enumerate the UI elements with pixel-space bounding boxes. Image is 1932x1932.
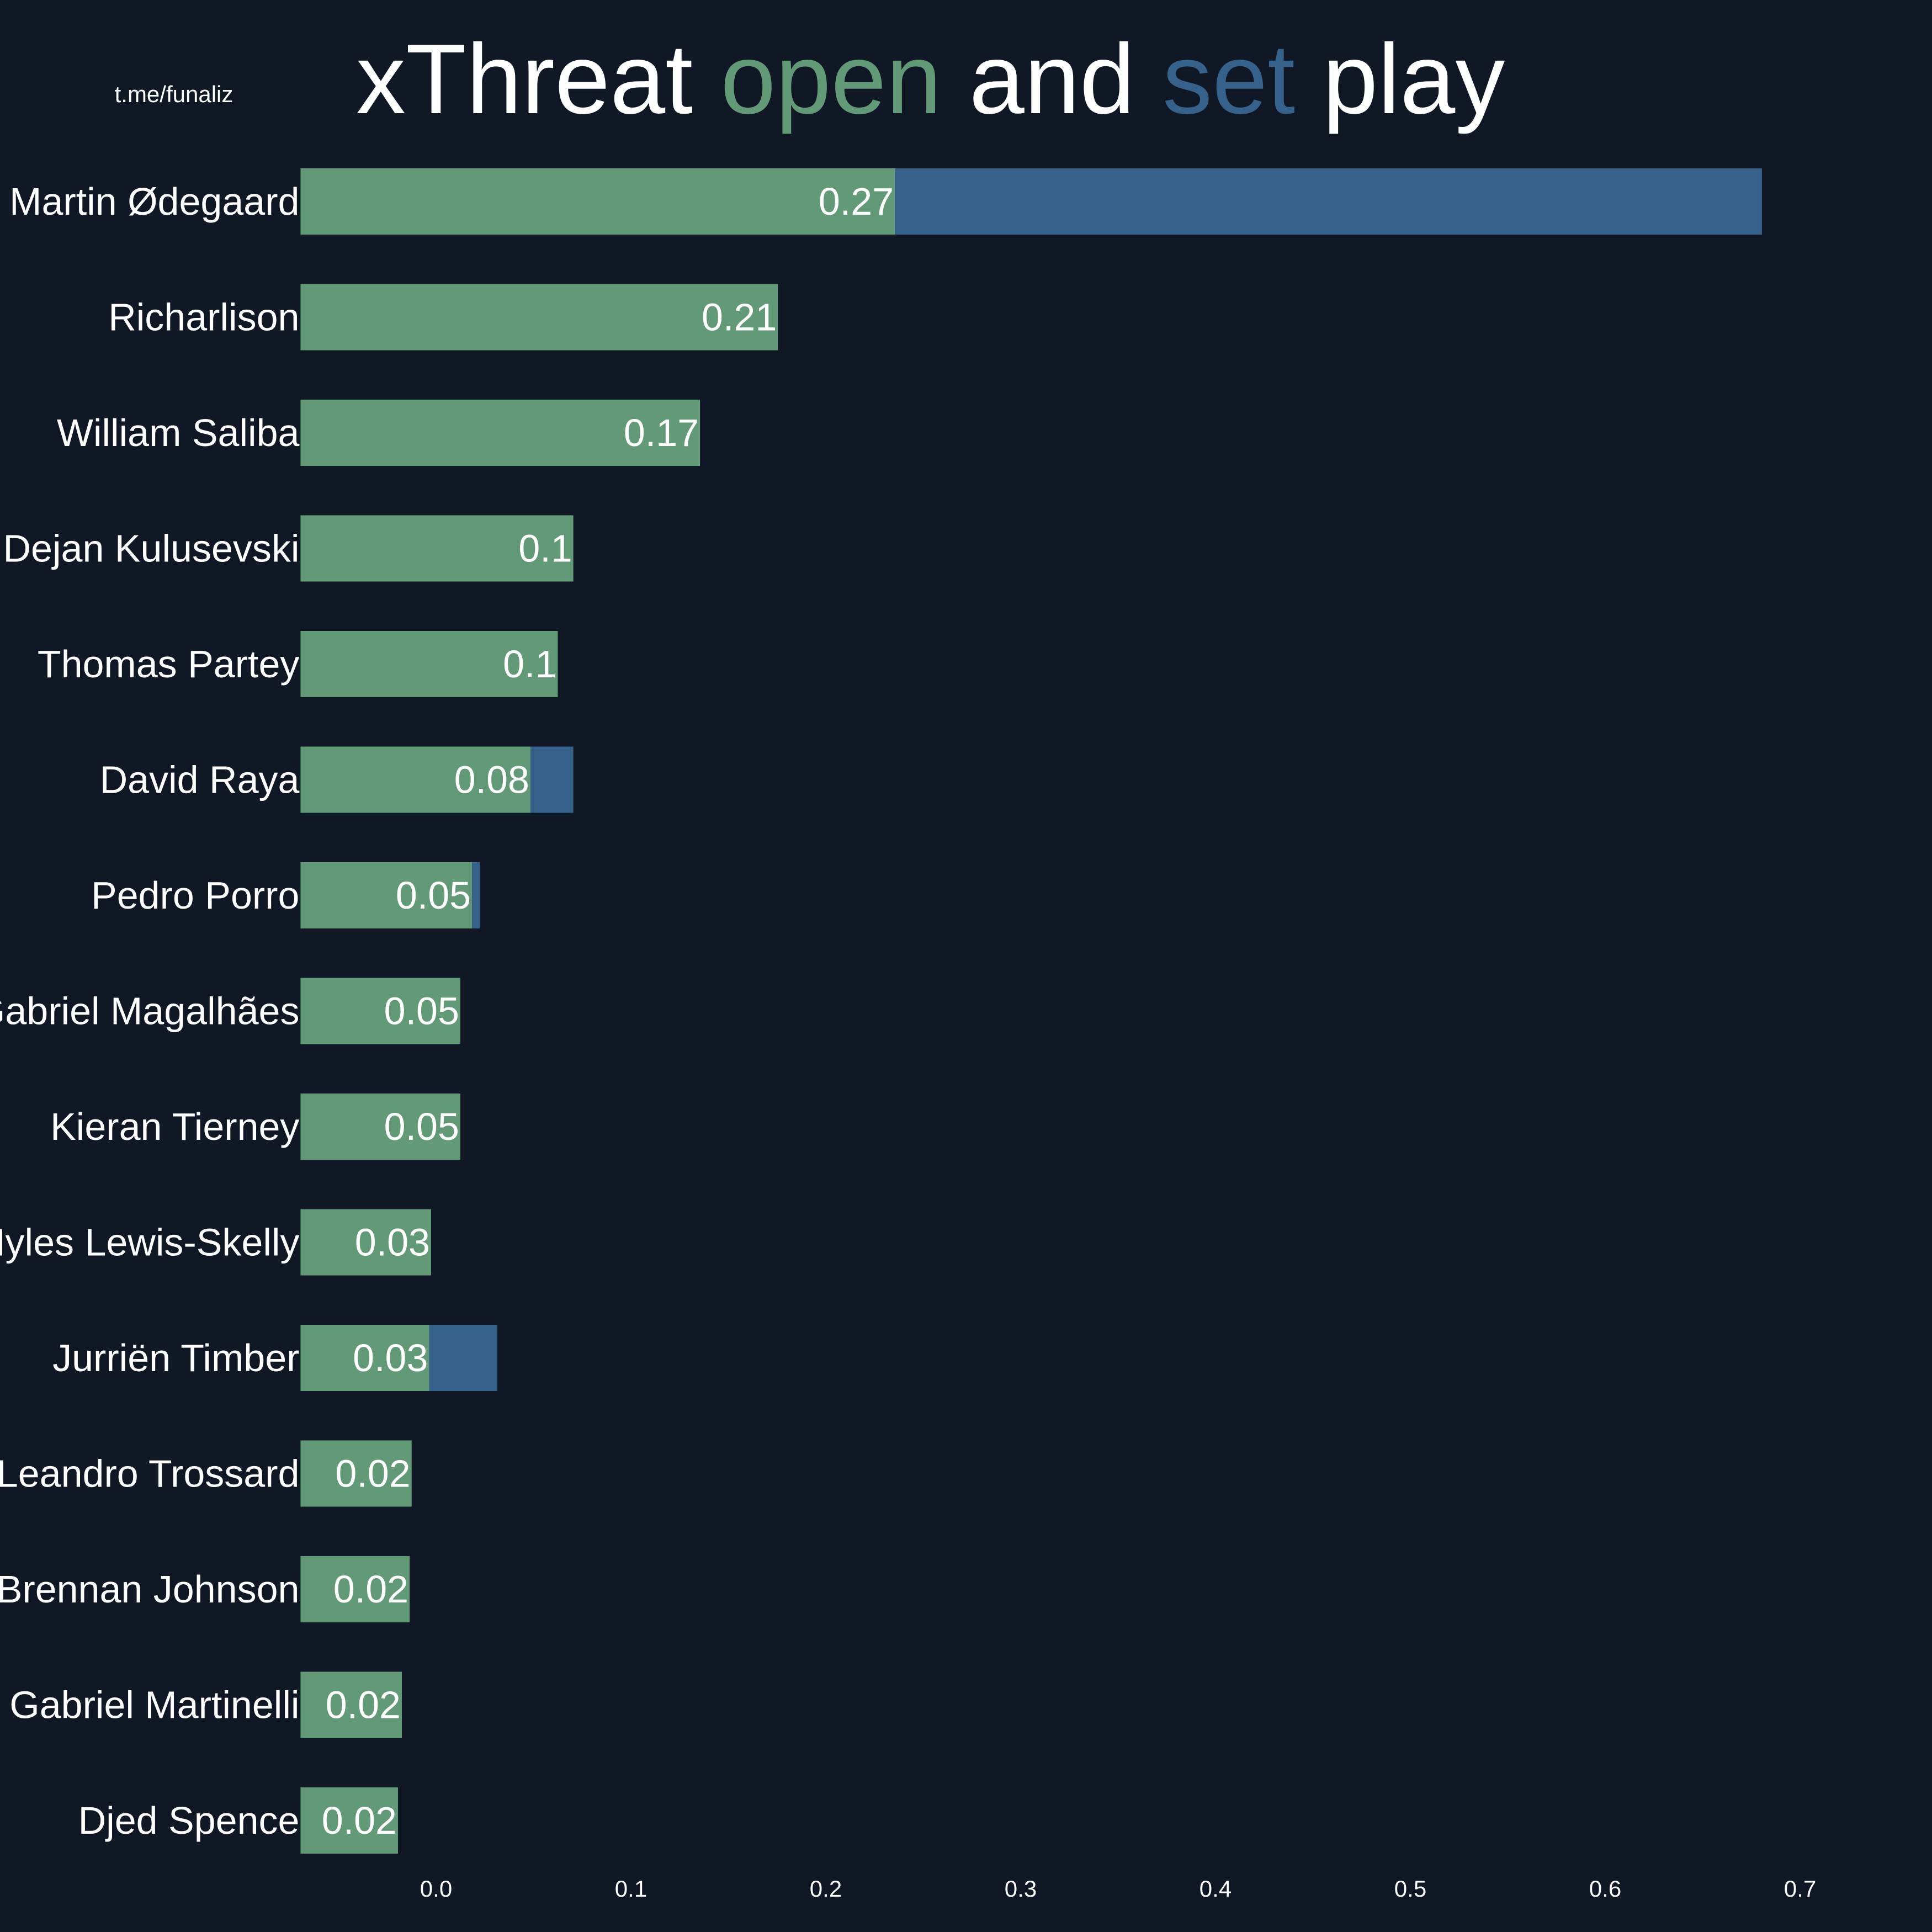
category-labels-group: Martin Ødegaard Richarlison William Saliba…	[0, 180, 300, 1842]
data-label: 0.02	[333, 1568, 408, 1611]
category-label: David Raya	[100, 758, 300, 802]
bar-open-5	[300, 746, 530, 813]
data-label: 0.27	[819, 180, 894, 223]
category-label: Leandro Trossard	[0, 1452, 299, 1495]
category-label: Thomas Partey	[38, 643, 300, 686]
x-tick-label: 0.5	[1394, 1876, 1426, 1902]
bar-open-14	[300, 1787, 398, 1854]
category-label: Myles Lewis-Skelly	[0, 1221, 299, 1264]
bar-set-0	[895, 168, 1762, 235]
category-label: Brennan Johnson	[0, 1568, 299, 1611]
bar-open-3	[300, 515, 574, 582]
data-label: 0.1	[518, 527, 572, 570]
x-axis-ticks-group: 0.0 0.1 0.2 0.3 0.4 0.5 0.6 0.7	[420, 1876, 1816, 1902]
data-label: 0.02	[335, 1452, 410, 1495]
bar-open-11	[300, 1440, 412, 1507]
title-part-3: set	[1163, 24, 1295, 135]
bar-set-10	[429, 1325, 497, 1391]
bar-set-5	[530, 746, 574, 813]
bar-open-4	[300, 631, 558, 697]
bar-open-9	[300, 1209, 431, 1276]
bar-open-1	[300, 284, 778, 351]
bar-open-2	[300, 400, 700, 466]
data-labels-group: 0.27 0.21 0.17 0.1 0.1 0.08 0.05 0.05 0.05 0.03 0.…	[322, 180, 894, 1842]
data-label: 0.03	[355, 1221, 430, 1264]
title-part-4: play	[1295, 24, 1505, 135]
data-label: 0.02	[326, 1684, 401, 1727]
category-label: Djed Spence	[78, 1799, 300, 1842]
title-part-2: and	[942, 24, 1163, 135]
bar-set-6	[472, 862, 480, 928]
category-label: Gabriel Martinelli	[9, 1684, 299, 1727]
category-label: Martin Ødegaard	[9, 180, 299, 223]
chart-title: xThreat open and set play	[356, 24, 1505, 135]
credit-text: t.me/funaliz	[115, 81, 233, 107]
category-label: Gabriel Magalhães	[0, 990, 299, 1033]
bar-open-6	[300, 862, 473, 928]
bar-open-8	[300, 1094, 460, 1160]
data-label: 0.05	[396, 874, 471, 917]
category-label: Pedro Porro	[91, 874, 299, 917]
data-label: 0.02	[322, 1799, 397, 1842]
x-tick-label: 0.3	[1005, 1876, 1037, 1902]
title-part-0: xThreat	[356, 24, 720, 135]
x-tick-label: 0.6	[1589, 1876, 1621, 1902]
data-label: 0.05	[384, 990, 459, 1033]
category-label: Jurriën Timber	[52, 1336, 299, 1379]
category-label: Richarlison	[108, 296, 299, 339]
x-tick-label: 0.1	[615, 1876, 647, 1902]
bars-group	[300, 168, 1762, 1854]
data-label: 0.21	[702, 296, 777, 339]
category-label: Kieran Tierney	[50, 1105, 299, 1148]
bar-open-7	[300, 978, 460, 1044]
title-part-1: open	[720, 24, 941, 135]
data-label: 0.17	[624, 411, 699, 454]
x-tick-label: 0.0	[420, 1876, 452, 1902]
bar-open-12	[300, 1556, 410, 1622]
data-label: 0.03	[353, 1336, 428, 1379]
category-label: Dejan Kulusevski	[3, 527, 300, 570]
x-tick-label: 0.7	[1784, 1876, 1816, 1902]
data-label: 0.08	[454, 758, 529, 802]
x-tick-label: 0.4	[1199, 1876, 1232, 1902]
data-label: 0.1	[503, 643, 556, 686]
x-tick-label: 0.2	[810, 1876, 842, 1902]
category-label: William Saliba	[57, 411, 300, 454]
bar-open-13	[300, 1671, 402, 1738]
bar-open-10	[300, 1325, 429, 1391]
bar-open-0	[300, 168, 895, 235]
data-label: 0.05	[384, 1105, 459, 1148]
